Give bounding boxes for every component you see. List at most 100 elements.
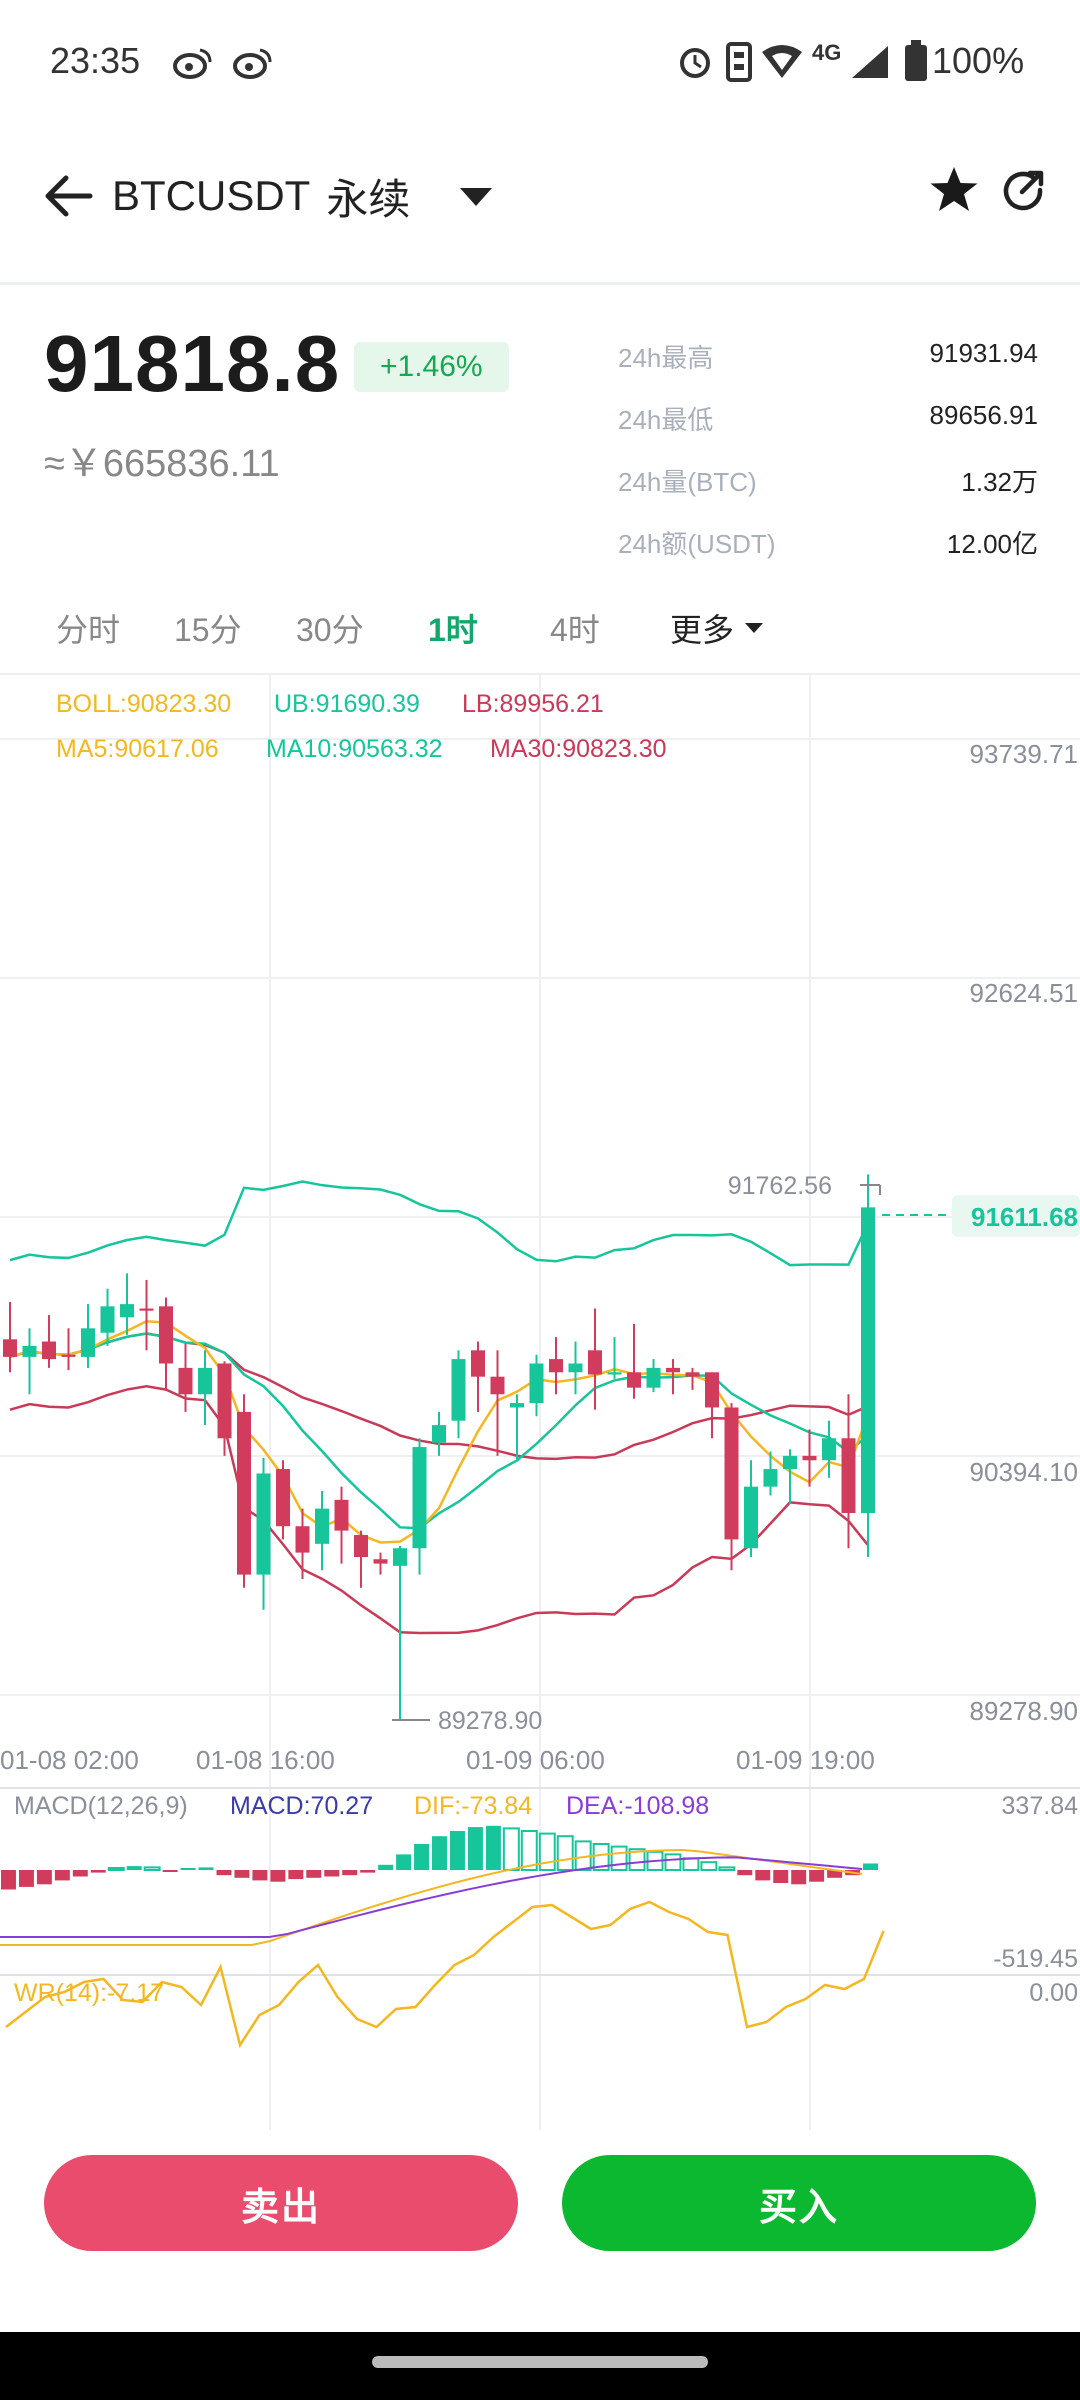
candle-body	[627, 1372, 641, 1388]
macd-bar	[449, 1831, 465, 1870]
ma10-legend: MA10:90563.32	[266, 735, 443, 763]
macd-bar	[126, 1866, 142, 1870]
macd-bar	[162, 1870, 178, 1872]
candle-body	[315, 1508, 329, 1544]
change-badge: +1.46%	[354, 342, 509, 392]
star-icon[interactable]	[928, 164, 980, 216]
system-nav-bar	[0, 2332, 1080, 2400]
dif-value: DIF:-73.84	[414, 1792, 532, 1820]
candle-body	[3, 1339, 17, 1357]
tab-30m[interactable]: 30分	[296, 612, 364, 648]
tab-1h[interactable]: 1时	[428, 612, 478, 648]
macd-bar	[827, 1870, 843, 1878]
macd-bar	[36, 1870, 52, 1885]
tab-timeline[interactable]: 分时	[56, 612, 121, 648]
stat-high: 24h最高 91931.94	[618, 338, 1038, 373]
macd-bar	[324, 1870, 340, 1877]
candle-body	[373, 1559, 388, 1564]
symbol-name: BTCUSDT	[112, 172, 311, 219]
buy-button[interactable]: 买入	[562, 2155, 1036, 2251]
ma5-line	[9, 1320, 870, 1544]
last-price: 91818.8	[44, 319, 341, 408]
macd-bar	[107, 1867, 125, 1871]
candle-body	[81, 1328, 95, 1357]
symbol-selector[interactable]: BTCUSDT 永续	[112, 166, 494, 226]
tab-4h[interactable]: 4时	[550, 612, 600, 648]
wifi-icon	[762, 45, 802, 78]
macd-bar	[610, 1845, 628, 1871]
y-tick-label: 93739.71	[970, 739, 1078, 769]
macd-bar	[198, 1867, 214, 1870]
home-gesture-handle[interactable]	[372, 2356, 708, 2368]
wr-axis-top: 0.00	[1029, 1979, 1078, 2007]
macd-bar	[1, 1870, 16, 1890]
macd-bar	[270, 1870, 286, 1882]
macd-dif-line	[0, 1849, 863, 1946]
candle-body	[159, 1306, 173, 1364]
candle-body	[42, 1341, 56, 1360]
current-price-tag-bg	[952, 1195, 1080, 1237]
network-type: 4G	[812, 40, 842, 65]
macd-bar	[396, 1854, 412, 1870]
tab-more-label: 更多	[670, 612, 735, 648]
candle-body	[529, 1363, 544, 1404]
candle-body	[724, 1407, 739, 1540]
contract-type: 永续	[326, 175, 411, 223]
y-tick-label: 90394.10	[970, 1457, 1078, 1487]
candle-body	[256, 1473, 271, 1575]
macd-bar	[467, 1827, 483, 1870]
sell-button[interactable]: 卖出	[44, 2155, 518, 2251]
caret-down-icon	[745, 623, 764, 633]
macd-bar	[809, 1870, 825, 1882]
macd-bar	[773, 1870, 789, 1883]
candle-body	[178, 1367, 193, 1395]
macd-bar	[682, 1857, 700, 1872]
stat-low: 24h最低 89656.91	[618, 400, 1038, 435]
candle-body	[607, 1372, 622, 1375]
macd-bar	[72, 1870, 88, 1877]
candle-body	[295, 1526, 310, 1553]
macd-bar	[306, 1870, 322, 1878]
candle-body	[451, 1359, 466, 1421]
stat-turnover: 24h额(USDT) 12.00亿	[618, 529, 1038, 559]
candle-body	[217, 1363, 232, 1439]
candle-body	[276, 1469, 290, 1527]
candle-body	[393, 1548, 407, 1566]
max-price-label: 91762.56	[728, 1172, 832, 1200]
vibrate-icon	[726, 42, 752, 82]
macd-bar	[664, 1853, 682, 1872]
macd-value: MACD:70.27	[230, 1792, 373, 1820]
boll-legend: BOLL:90823.30	[56, 690, 231, 718]
share-icon[interactable]	[1000, 168, 1046, 214]
macd-bar	[791, 1870, 807, 1885]
caret-down-icon	[460, 188, 493, 206]
tab-15m[interactable]: 15分	[174, 612, 242, 648]
candle-body	[744, 1486, 758, 1549]
macd-axis-top: 337.84	[1002, 1792, 1079, 1820]
candle-body	[100, 1306, 115, 1333]
x-tick-label: 01-08 16:00	[196, 1745, 335, 1775]
boll-lower-line	[9, 1385, 869, 1635]
candle-body	[685, 1372, 700, 1377]
candle-body	[763, 1469, 778, 1487]
macd-axis-bottom: -519.45	[993, 1945, 1078, 1973]
macd-bar	[143, 1866, 161, 1872]
arrow-left-icon[interactable]	[40, 168, 96, 224]
candle-body	[802, 1455, 817, 1461]
macd-bar	[485, 1825, 501, 1870]
macd-bar	[378, 1864, 394, 1870]
trade-actions: 卖出 买入	[0, 2130, 1080, 2330]
macd-bar	[342, 1870, 358, 1876]
weibo-icon	[233, 48, 272, 79]
macd-bar	[556, 1835, 574, 1871]
x-tick-label: 01-09 19:00	[736, 1745, 875, 1775]
candle-body	[549, 1359, 563, 1373]
macd-bar	[252, 1870, 268, 1881]
kline-chart[interactable]: BOLL:90823.30 UB:91690.39 LB:89956.21 MA…	[0, 675, 1080, 2130]
macd-bar	[360, 1870, 376, 1873]
tab-more[interactable]: 更多	[670, 605, 764, 651]
macd-bar	[502, 1827, 520, 1872]
boll-upper-line	[9, 1180, 870, 1267]
macd-bar	[180, 1868, 196, 1870]
kline-chart-area[interactable]: BOLL:90823.30 UB:91690.39 LB:89956.21 MA…	[0, 675, 1080, 2130]
